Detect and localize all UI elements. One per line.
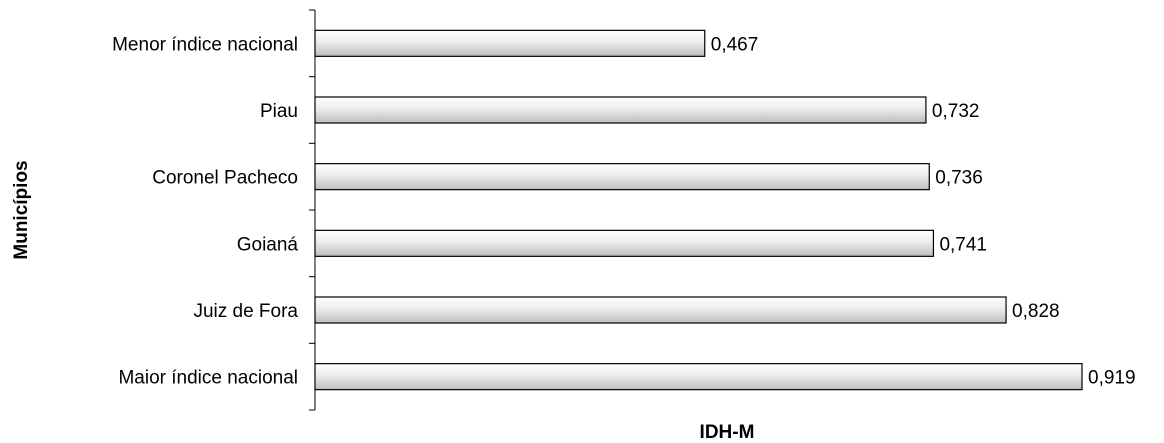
bar [314,363,1083,391]
category-label: Coronel Pacheco [152,168,298,189]
bar [314,96,927,124]
data-label: 0,467 [711,34,759,55]
data-label: 0,732 [932,101,980,122]
bar [314,29,706,57]
y-axis-title: Municípios [11,160,32,259]
bar [314,163,930,191]
category-label: Menor índice nacional [112,34,298,55]
bar [314,296,1007,324]
category-label: Piau [260,101,298,122]
data-label: 0,741 [939,234,987,255]
y-axis-ticks [309,9,315,411]
category-label: Maior índice nacional [118,368,298,389]
bars-group [314,29,1083,391]
category-label: Goianá [237,234,299,255]
value-labels: 0,467 0,732 0,736 0,741 0,828 0,919 [711,34,1136,388]
bar [314,229,935,257]
category-label: Juiz de Fora [193,301,298,322]
data-label: 0,736 [935,168,983,189]
data-label: 0,828 [1012,301,1060,322]
x-axis-title: IDH-M [700,422,755,443]
data-label: 0,919 [1088,368,1136,389]
category-labels: Menor índice nacional Piau Coronel Pacheco… [112,34,298,388]
